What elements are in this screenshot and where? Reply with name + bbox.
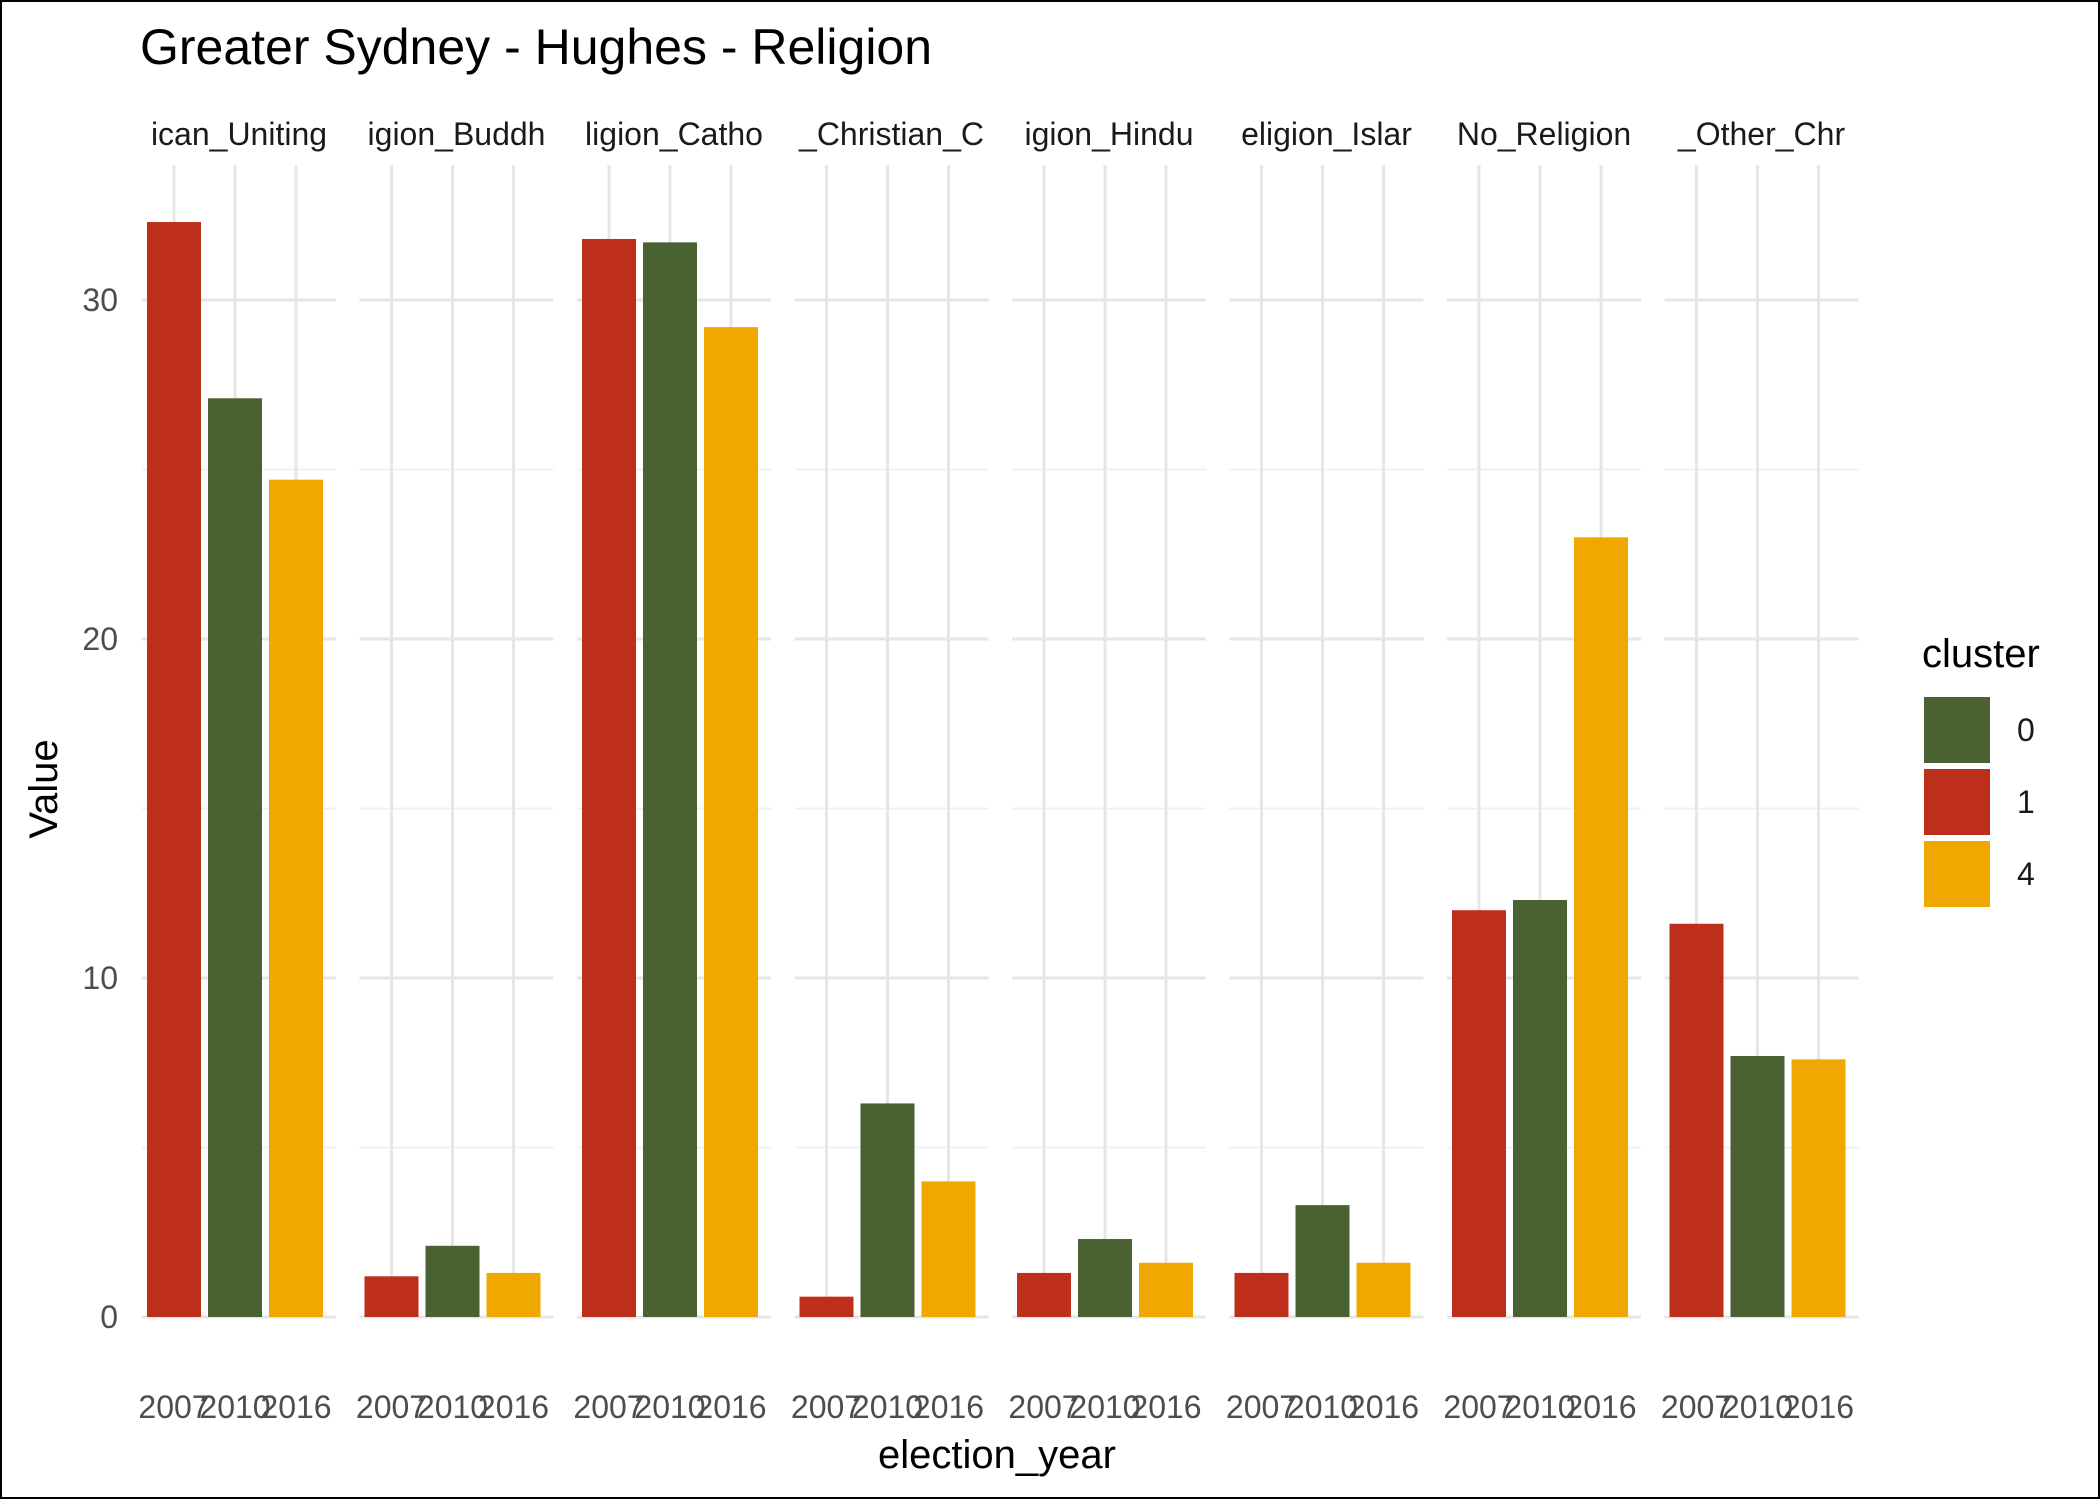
bar: [799, 1296, 854, 1317]
x-tick-label: 2016: [695, 1389, 766, 1425]
legend-swatch: [1924, 769, 1990, 835]
legend-title: cluster: [1922, 632, 2040, 676]
y-axis-ticks: 0 10 20 30: [82, 282, 118, 1335]
bar: [364, 1276, 419, 1317]
legend-swatch: [1924, 841, 1990, 907]
bar: [486, 1272, 541, 1317]
x-tick-label: 2016: [260, 1389, 331, 1425]
bar: [860, 1103, 915, 1317]
x-tick-label: 2007: [573, 1389, 644, 1425]
bar: [1791, 1059, 1846, 1317]
facet-panels: ican_Uniting200720102016igion_Buddh20072…: [138, 116, 1859, 1425]
x-tick-label: 2016: [1348, 1389, 1419, 1425]
bar: [643, 242, 697, 1317]
x-tick-label: 2007: [356, 1389, 427, 1425]
legend-label: 4: [2017, 856, 2035, 892]
y-tick-label: 20: [82, 621, 118, 657]
x-tick-label: 2016: [1130, 1389, 1201, 1425]
bar: [1078, 1239, 1132, 1317]
x-axis-title: election_year: [878, 1433, 1116, 1477]
bar: [1669, 923, 1724, 1317]
bar: [1356, 1262, 1411, 1317]
legend-label: 1: [2017, 784, 2035, 820]
x-tick-label: 2010: [1069, 1389, 1140, 1425]
x-tick-label: 2010: [1504, 1389, 1575, 1425]
legend-label: 0: [2017, 712, 2035, 748]
bar: [208, 398, 262, 1317]
x-tick-label: 2010: [199, 1389, 270, 1425]
bar: [921, 1181, 976, 1317]
x-tick-label: 2007: [791, 1389, 862, 1425]
x-tick-label: 2007: [1661, 1389, 1732, 1425]
facet-strip-label: igion_Hindu: [1024, 116, 1193, 152]
y-axis-title: Value: [22, 739, 66, 838]
bar: [269, 479, 323, 1317]
bar: [425, 1245, 480, 1317]
y-tick-label: 0: [100, 1299, 118, 1335]
y-tick-label: 10: [82, 960, 118, 996]
facet-strip-label: _Christian_C: [798, 116, 984, 152]
x-tick-label: 2007: [1443, 1389, 1514, 1425]
x-tick-label: 2010: [1722, 1389, 1793, 1425]
facet-strip-label: eligion_Islar: [1241, 116, 1412, 152]
x-tick-label: 2010: [852, 1389, 923, 1425]
x-tick-label: 2016: [1783, 1389, 1854, 1425]
x-tick-label: 2016: [478, 1389, 549, 1425]
chart-title: Greater Sydney - Hughes - Religion: [140, 19, 932, 75]
bar: [1730, 1055, 1785, 1317]
bar: [1295, 1205, 1350, 1317]
facet-strip-label: ligion_Catho: [585, 116, 763, 152]
x-tick-label: 2007: [138, 1389, 209, 1425]
x-tick-label: 2007: [1226, 1389, 1297, 1425]
bar: [704, 327, 758, 1317]
facet-strip-label: No_Religion: [1457, 116, 1631, 152]
bar: [1139, 1262, 1193, 1317]
legend: cluster 0 1 4: [1922, 632, 2040, 907]
legend-items: 0 1 4: [1924, 697, 2035, 907]
x-tick-label: 2016: [1565, 1389, 1636, 1425]
facet-strip-label: _Other_Chr: [1677, 116, 1846, 152]
x-tick-label: 2010: [634, 1389, 705, 1425]
bar: [1017, 1272, 1071, 1317]
x-tick-label: 2010: [1287, 1389, 1358, 1425]
facet-strip-label: igion_Buddh: [368, 116, 546, 152]
facet-strip-label: ican_Uniting: [151, 116, 327, 152]
bar: [1234, 1272, 1289, 1317]
bar: [582, 238, 636, 1318]
bar: [1513, 900, 1567, 1317]
x-tick-label: 2010: [417, 1389, 488, 1425]
bar: [147, 222, 201, 1317]
y-tick-label: 30: [82, 282, 118, 318]
bar: [1452, 910, 1506, 1317]
x-tick-label: 2016: [913, 1389, 984, 1425]
legend-swatch: [1924, 697, 1990, 763]
x-tick-label: 2007: [1008, 1389, 1079, 1425]
bar: [1574, 537, 1628, 1317]
